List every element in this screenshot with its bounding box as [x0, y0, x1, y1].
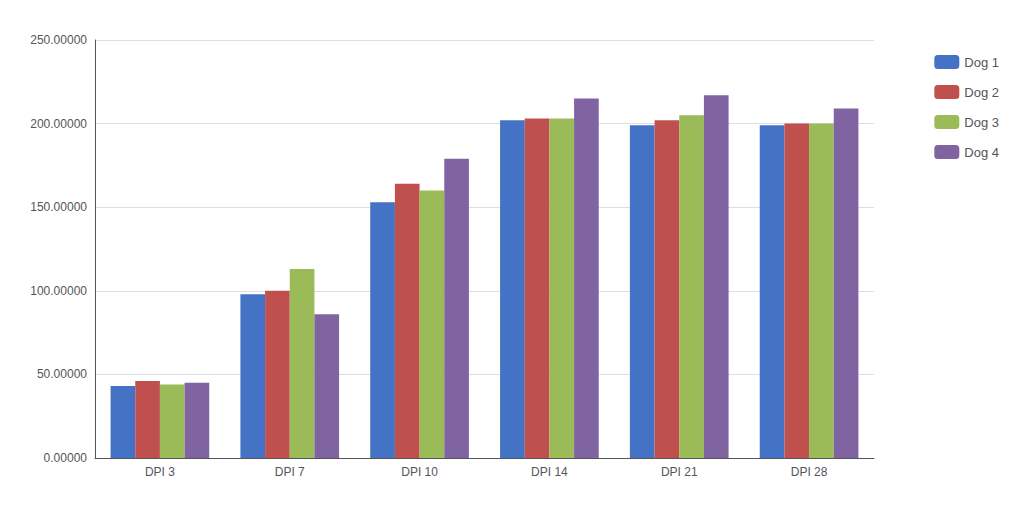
svg-text:DPI 28: DPI 28	[791, 465, 828, 479]
svg-text:DPI 10: DPI 10	[401, 465, 438, 479]
svg-text:DPI 3: DPI 3	[145, 465, 175, 479]
svg-text:50.00000: 50.00000	[37, 367, 87, 381]
svg-text:200.00000: 200.00000	[30, 117, 87, 131]
svg-text:150.00000: 150.00000	[30, 200, 87, 214]
svg-text:250.00000: 250.00000	[30, 33, 87, 47]
svg-text:DPI 7: DPI 7	[275, 465, 305, 479]
svg-text:0.00000: 0.00000	[44, 451, 88, 465]
svg-text:Dog 4: Dog 4	[964, 145, 999, 160]
svg-text:DPI 14: DPI 14	[531, 465, 568, 479]
svg-text:100.00000: 100.00000	[30, 284, 87, 298]
svg-text:Dog 1: Dog 1	[964, 55, 999, 70]
svg-text:DPI 21: DPI 21	[661, 465, 698, 479]
svg-text:Dog 3: Dog 3	[964, 115, 999, 130]
svg-text:Dog 2: Dog 2	[964, 85, 999, 100]
